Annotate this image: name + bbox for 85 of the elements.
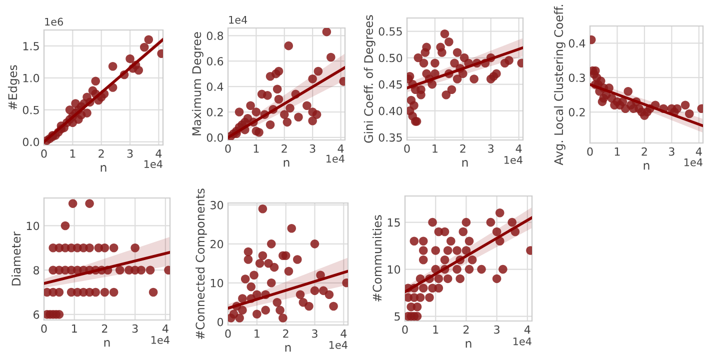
y-tick-label: 0.45: [378, 80, 402, 89]
x-tick-label: 3: [132, 324, 138, 333]
y-tick-label: 0.40: [378, 106, 402, 116]
y-tick-label: 0.4: [206, 82, 224, 91]
y-tick-label: 20: [210, 240, 224, 248]
x-tick-label: 3: [312, 329, 318, 338]
x-tick-label: 3: [310, 144, 316, 153]
x-tick-label: 2: [102, 324, 108, 333]
y-tick-label: 0.2: [568, 108, 585, 116]
y-tick-label: 15: [388, 218, 400, 227]
x-tick-label: 4: [338, 144, 344, 153]
x-axis-title: n: [284, 160, 290, 167]
x-tick-label: 2: [98, 149, 104, 158]
x-tick-label: 1: [614, 148, 620, 156]
x-tick-label: 0: [587, 147, 593, 156]
x-tick-label: 1: [254, 330, 260, 338]
x-tick-label: 0: [41, 149, 47, 158]
y-tick-label: 0.4: [568, 39, 586, 48]
y-axis-title: Gini Coeff. of Degrees: [364, 15, 376, 143]
y-tick-label: 0.0: [22, 138, 40, 146]
x-axis-title: n: [100, 165, 106, 172]
y-axis-title: #Edges: [8, 65, 20, 110]
y-axis-title: Diameter: [11, 231, 21, 286]
x-tick-label: 1: [254, 144, 259, 153]
x-tick-label: 4: [524, 326, 530, 334]
x-axis-title: n: [644, 163, 650, 170]
text: 1e4: [151, 336, 170, 344]
text: 1e4: [326, 154, 344, 163]
x-tick-label: 2: [282, 144, 287, 153]
x-tick-label: 4: [696, 148, 702, 156]
text: 1e4: [684, 158, 702, 166]
x-tick-label: 1: [70, 150, 76, 158]
y-axis-title: #Communities: [372, 215, 382, 302]
x-tick-label: 0: [402, 325, 408, 334]
y-tick-label: 0.5: [22, 106, 39, 114]
x-tick-label: 2: [283, 329, 288, 338]
x-tick-label: 3: [127, 149, 133, 158]
text: 1e4: [513, 338, 532, 346]
x-tick-label: 4: [516, 144, 522, 153]
text: 1e4: [504, 156, 522, 164]
x-tick-label: 1: [433, 326, 438, 334]
y-tick-label: 8: [34, 266, 40, 274]
y-tick-label: 1.0: [23, 74, 40, 82]
y-tick-label: 30: [210, 200, 224, 210]
x-tick-label: 2: [460, 144, 466, 153]
text: 1e4: [329, 341, 348, 349]
text: 1e4: [144, 160, 162, 168]
y-tick-label: 10: [210, 278, 224, 288]
y-tick-label: 0.6: [206, 57, 224, 66]
x-tick-label: 0: [404, 144, 410, 153]
y-tick-label: 0.55: [378, 27, 402, 36]
x-tick-label: 2: [642, 147, 647, 156]
y-tick-label: 0: [217, 318, 224, 326]
x-axis-title: n: [285, 345, 291, 352]
y-tick-label: 0.3: [568, 74, 585, 82]
y-tick-label: 0.8: [206, 32, 224, 40]
y-tick-label: 6: [34, 310, 40, 319]
y-tick-label: 1.5: [23, 42, 39, 50]
y-tick-label: 0.50: [378, 54, 402, 62]
x-tick-label: 2: [463, 325, 469, 334]
y-tick-label: 0.35: [378, 133, 402, 142]
text: 1e4: [229, 16, 248, 24]
x-tick-label: 0: [225, 144, 231, 153]
y-tick-label: 5: [394, 312, 400, 321]
x-tick-label: 4: [162, 324, 168, 333]
x-axis-title: n: [466, 341, 472, 348]
x-axis-title: n: [462, 160, 468, 167]
x-tick-label: 3: [669, 147, 674, 156]
x-tick-label: 1: [432, 144, 438, 153]
y-axis-title: Maximum Degree: [192, 32, 204, 136]
y-tick-label: 10: [388, 265, 400, 274]
y-axis-title: Avg. Local Clustering Coeff.: [554, 4, 566, 166]
x-tick-label: 0: [225, 329, 231, 338]
x-tick-label: 3: [488, 144, 494, 153]
y-tick-label: 0.0: [206, 133, 224, 142]
text: 1e6: [45, 18, 64, 26]
x-axis-title: n: [104, 340, 110, 347]
x-tick-label: 1: [72, 324, 77, 333]
y-tick-label: 0.2: [206, 108, 223, 116]
x-tick-label: 3: [494, 325, 500, 334]
y-tick-label: 10: [26, 222, 40, 230]
x-tick-label: 4: [156, 150, 162, 158]
x-tick-label: 4: [340, 330, 347, 338]
x-tick-label: 0: [41, 324, 47, 333]
y-axis-title: #Connected Components: [195, 188, 207, 340]
